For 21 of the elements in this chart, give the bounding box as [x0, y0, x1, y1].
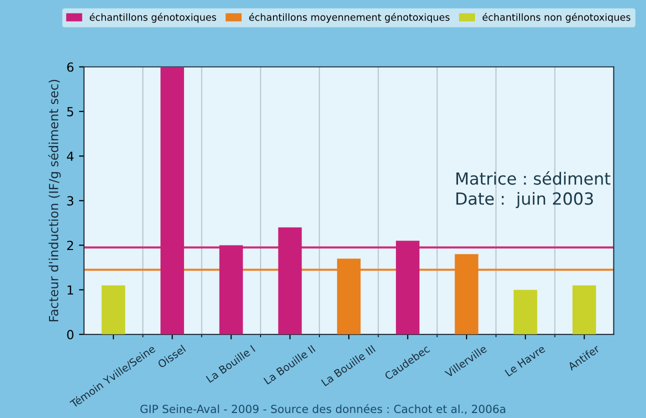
y-tick-label: 3 — [67, 196, 74, 206]
bar — [278, 227, 302, 334]
annotation: Date : juin 2003 — [456, 192, 593, 208]
y-tick-label: 5 — [67, 107, 74, 116]
text: GIP Seine-Aval - 2009 - Source des données : Cachot et al., 2006a — [140, 404, 506, 414]
y-tick-label: 1 — [68, 285, 74, 295]
bar — [160, 66, 184, 334]
y-tick-label: 4 — [66, 152, 74, 161]
y-axis-title: Facteur d'induction (IF/g sédiment sec) — [48, 80, 61, 322]
bar — [102, 285, 126, 334]
bar — [396, 240, 420, 334]
bar — [514, 290, 538, 334]
bar — [572, 285, 596, 334]
legend-label: échantillons non génotoxiques — [482, 12, 630, 23]
y-tick-label: 2 — [67, 240, 74, 250]
legend-label: échantillons moyennement génotoxiques — [249, 12, 450, 23]
annotation: Matrice : sédiment — [456, 171, 610, 185]
y-tick-label: 0 — [67, 330, 74, 340]
legend-label: échantillons génotoxiques — [90, 12, 216, 23]
y-tick-label: 6 — [67, 62, 74, 72]
bar — [219, 245, 243, 334]
